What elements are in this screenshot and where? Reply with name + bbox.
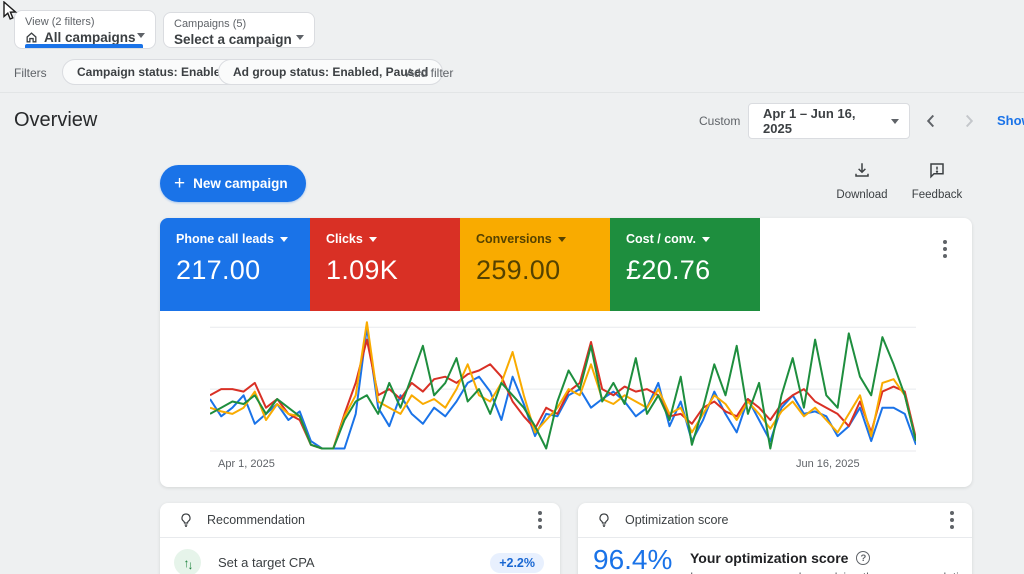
metric-value: 1.09K bbox=[326, 255, 399, 285]
filter-chip-ad-group-status[interactable]: Ad group status: Enabled, Paused bbox=[218, 59, 444, 85]
metric-label: Conversions bbox=[476, 232, 552, 246]
mouse-cursor bbox=[3, 1, 18, 20]
optimization-score-value: 96.4% bbox=[593, 544, 673, 574]
download-label: Download bbox=[836, 189, 888, 201]
overview-summary-card: Phone call leads 217.00 Clicks 1.09K Con… bbox=[160, 218, 972, 487]
lightbulb-icon bbox=[181, 513, 191, 527]
series-clicks bbox=[210, 338, 916, 450]
metric-label: Cost / conv. bbox=[626, 232, 696, 246]
recommendation-card-title: Recommendation bbox=[207, 513, 305, 527]
chevron-down-icon bbox=[557, 236, 566, 242]
recommendation-item-label: Set a target CPA bbox=[218, 555, 315, 570]
campaign-selector-label: Campaigns (5) bbox=[174, 18, 247, 30]
plus-icon: + bbox=[174, 173, 186, 194]
campaign-selector-value: Select a campaign bbox=[174, 32, 292, 47]
date-range-type-label: Custom bbox=[699, 114, 741, 128]
filters-label: Filters bbox=[14, 66, 47, 80]
chevron-down-icon bbox=[296, 35, 304, 40]
divider bbox=[0, 92, 1024, 93]
recommendation-item[interactable]: ↑ ↓ Set a target CPA +2.2% bbox=[174, 549, 544, 574]
help-icon[interactable]: ? bbox=[856, 551, 871, 565]
chevron-down-icon bbox=[279, 236, 288, 242]
x-axis-start-label: Apr 1, 2025 bbox=[218, 458, 275, 470]
recommendation-menu-button[interactable] bbox=[534, 507, 546, 533]
feedback-icon bbox=[930, 163, 944, 179]
filter-chip-campaign-status[interactable]: Campaign status: Enabled bbox=[62, 59, 243, 85]
chevron-down-icon bbox=[368, 236, 377, 242]
chevron-down-icon bbox=[137, 33, 145, 38]
metric-tiles: Phone call leads 217.00 Clicks 1.09K Con… bbox=[160, 218, 760, 311]
download-button[interactable]: Download bbox=[831, 161, 893, 201]
date-range-value: Apr 1 – Jun 16, 2025 bbox=[763, 106, 856, 136]
recommendation-card: Recommendation ↑ ↓ Set a target CPA +2.2% bbox=[160, 503, 560, 574]
new-campaign-button[interactable]: + New campaign bbox=[160, 165, 306, 202]
x-axis-end-label: Jun 16, 2025 bbox=[796, 458, 860, 470]
page-title: Overview bbox=[14, 109, 98, 131]
metric-tile-clicks[interactable]: Clicks 1.09K bbox=[310, 218, 460, 311]
metric-tile-cost-per-conv[interactable]: Cost / conv. £20.76 bbox=[610, 218, 760, 311]
view-selector-dropdown[interactable]: View (2 filters) All campaigns bbox=[14, 10, 156, 49]
metric-tile-conversions[interactable]: Conversions 259.00 bbox=[460, 218, 610, 311]
campaign-selector-dropdown[interactable]: Campaigns (5) Select a campaign bbox=[163, 12, 315, 48]
feedback-label: Feedback bbox=[911, 189, 963, 201]
metric-value: £20.76 bbox=[626, 255, 711, 285]
metric-label: Clicks bbox=[326, 232, 363, 246]
metric-value: 217.00 bbox=[176, 255, 261, 285]
optimization-card-title: Optimization score bbox=[625, 513, 729, 527]
optimization-score-description: Increase your score by applying the reco… bbox=[690, 570, 966, 574]
feedback-button[interactable]: Feedback bbox=[906, 161, 968, 201]
view-selector-label: View (2 filters) bbox=[25, 16, 95, 28]
date-range-dropdown[interactable]: Apr 1 – Jun 16, 2025 bbox=[748, 103, 910, 139]
view-selector-value: All campaigns bbox=[44, 30, 136, 45]
previous-period-button[interactable] bbox=[920, 110, 942, 132]
metric-label: Phone call leads bbox=[176, 232, 274, 246]
add-filter-button[interactable]: Add filter bbox=[406, 66, 454, 80]
home-icon bbox=[26, 32, 37, 43]
optimization-score-card: Optimization score 96.4% Your optimizati… bbox=[578, 503, 972, 574]
chevron-down-icon bbox=[701, 236, 710, 242]
download-icon bbox=[855, 163, 869, 177]
metric-value: 259.00 bbox=[476, 255, 561, 285]
optimization-menu-button[interactable] bbox=[946, 507, 958, 533]
show-link[interactable]: Show bbox=[997, 113, 1024, 128]
recommendation-uplift-badge: +2.2% bbox=[490, 552, 544, 573]
chevron-down-icon bbox=[891, 118, 899, 124]
optimization-score-heading: Your optimization score bbox=[690, 550, 849, 566]
overview-chart[interactable] bbox=[210, 320, 916, 452]
metric-tile-phone-call-leads[interactable]: Phone call leads 217.00 bbox=[160, 218, 310, 311]
bid-adjust-icon: ↑ ↓ bbox=[174, 549, 201, 574]
series-cost-conv- bbox=[210, 332, 916, 450]
next-period-button[interactable] bbox=[958, 110, 980, 132]
lightbulb-icon bbox=[599, 513, 609, 527]
card-menu-button[interactable] bbox=[939, 236, 951, 262]
new-campaign-label: New campaign bbox=[193, 176, 288, 191]
